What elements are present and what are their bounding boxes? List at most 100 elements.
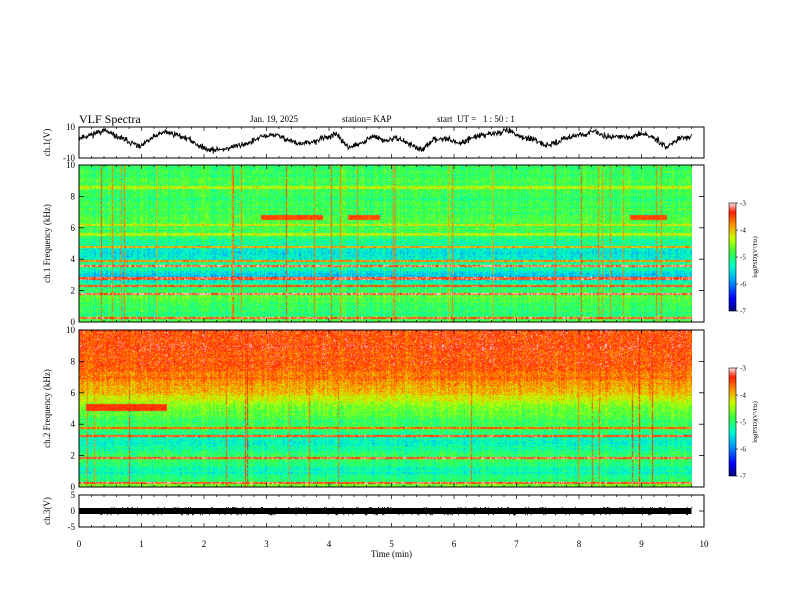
ch3-signal-spike xyxy=(426,507,428,509)
ch3-signal-spike xyxy=(371,507,372,509)
ch3-signal-spike xyxy=(411,514,413,516)
ch3-signal-spike xyxy=(429,514,431,516)
ch3-signal-spike xyxy=(398,514,400,516)
ch3-signal-spike xyxy=(507,507,509,509)
y-tick-label: 10 xyxy=(66,160,76,170)
ch3-signal-spike xyxy=(211,507,213,509)
x-tick-label: 0 xyxy=(77,539,82,549)
ch3-signal-spike xyxy=(236,514,238,516)
ch3-signal-spike xyxy=(191,514,193,516)
ch3-signal-spike xyxy=(543,514,545,516)
x-tick-label: 4 xyxy=(327,539,332,549)
y-tick-label: 0 xyxy=(71,482,76,492)
ch1-waveform-panel: 10 -10 ch.1(V) xyxy=(42,122,705,163)
ch3-signal-spike xyxy=(642,514,643,516)
ch3-signal-spike xyxy=(457,507,459,509)
ch3-signal-spike xyxy=(555,514,557,516)
colorbar-tick-label: -4 xyxy=(740,227,746,235)
ch3-signal-spike xyxy=(211,507,213,509)
ch3-signal-spike xyxy=(209,514,210,516)
ch3-signal-spike xyxy=(383,514,385,516)
ch3-signal-spike xyxy=(658,507,660,509)
ch3-signal-spike xyxy=(343,514,345,516)
ch3-signal-spike xyxy=(594,514,596,516)
ch3-signal-spike xyxy=(642,507,644,509)
ch3-signal-spike xyxy=(423,507,425,509)
ch3-signal-spike xyxy=(466,514,468,516)
ch3-signal-spike xyxy=(541,507,543,509)
ch3-signal-spike xyxy=(303,507,304,509)
ch3-signal-spike xyxy=(525,514,526,516)
ch3-signal-spike xyxy=(603,507,605,509)
x-tick-label: 1 xyxy=(139,539,144,549)
ch3-signal-spike xyxy=(524,507,526,509)
ch3-signal-spike xyxy=(600,514,601,516)
ch3-signal-spike xyxy=(356,507,358,509)
ch3-waveform-panel: 5 0 -5 ch.3(V) xyxy=(42,490,705,532)
ch3-signal-spike xyxy=(669,514,671,516)
ch3-signal-spike xyxy=(624,507,626,509)
ch3-signal-spike xyxy=(106,514,108,516)
time-axis: 0 1 2 3 4 5 6 7 8 9 10 Time (min) xyxy=(77,539,709,559)
x-tick-label: 2 xyxy=(202,539,207,549)
ch3-signal-spike xyxy=(622,514,624,516)
ch3-signal-spike xyxy=(325,507,327,509)
ch3-signal-spike xyxy=(458,514,459,516)
ch3-signal-spike xyxy=(295,507,297,509)
start-time-label: start UT = 1 : 50 : 1 xyxy=(437,114,515,124)
x-tick-label: 9 xyxy=(639,539,644,549)
ch3-signal-spike xyxy=(342,507,344,509)
ch3-signal-spike xyxy=(439,507,441,509)
ch2-spectrogram-panel: 0 2 4 6 8 10 ch.2 Frequency (kHz) xyxy=(42,325,705,492)
ch1-waveform-line xyxy=(78,126,692,154)
ch3-signal-spike xyxy=(163,507,165,509)
ch3-signal-spike xyxy=(117,514,119,516)
date-label: Jan. 19, 2025 xyxy=(250,114,298,124)
ch3-signal-spike xyxy=(275,507,277,509)
ch3-signal-spike xyxy=(240,514,242,516)
x-axis-label: Time (min) xyxy=(371,549,412,559)
y-tick-label: 4 xyxy=(71,419,76,429)
ch3-signal-spike xyxy=(250,507,252,509)
y-tick-label: 10 xyxy=(66,325,76,335)
ch3-signal-spike xyxy=(609,514,611,516)
ch3-signal-spike xyxy=(592,514,594,516)
ch3-signal-spike xyxy=(386,507,388,509)
ch3-signal-spike xyxy=(402,514,404,516)
y-tick-label: -10 xyxy=(63,153,75,163)
ch3-signal-spike xyxy=(111,507,113,509)
ch3-signal-spike xyxy=(272,514,274,516)
ch3-signal-spike xyxy=(157,514,159,516)
ch3-signal-spike xyxy=(113,507,115,509)
ch3-signal-spike xyxy=(542,507,544,509)
ch3-signal-spike xyxy=(147,514,149,516)
ch1-colorbar: -3 -4 -5 -6 -7 log(PSD)(V²/Hz) xyxy=(728,200,759,316)
ch3-signal-spike xyxy=(269,514,271,516)
ch3-signal-spike xyxy=(417,514,419,516)
ch3-signal-spike xyxy=(460,507,462,509)
ch3-signal-spike xyxy=(633,507,635,509)
ch3-signal-spike xyxy=(480,507,482,509)
station-label: station= KAP xyxy=(342,114,392,124)
ch3-signal-spike xyxy=(382,507,384,509)
ch1-waveform-frame xyxy=(78,126,705,159)
ch3-signal-spike xyxy=(687,514,689,516)
ch3-signal-spike xyxy=(452,514,453,516)
ch3-signal-spike xyxy=(539,507,541,509)
ch3-signal-spike xyxy=(608,507,610,509)
ch3-signal-spike xyxy=(268,514,270,516)
ch3-signal-spike xyxy=(660,507,661,509)
y-tick-label: 2 xyxy=(71,286,76,296)
ch3-signal-spike xyxy=(569,514,570,516)
ch3-signal-spike xyxy=(370,507,372,509)
ch3-signal-spike xyxy=(298,507,300,509)
ch3-signal-spike xyxy=(110,514,112,516)
ch3-signal-spike xyxy=(187,514,189,516)
colorbar-label: log(PSD)(V²/Hz) xyxy=(752,401,759,442)
colorbar-tick-label: -5 xyxy=(740,419,746,427)
ch3-signal-spike xyxy=(603,507,605,509)
ch3-signal-spike xyxy=(157,507,159,509)
ch2-spectrogram-image xyxy=(79,330,692,487)
ch3-signal-spike xyxy=(335,514,337,516)
ch3-signal-spike xyxy=(161,514,163,516)
